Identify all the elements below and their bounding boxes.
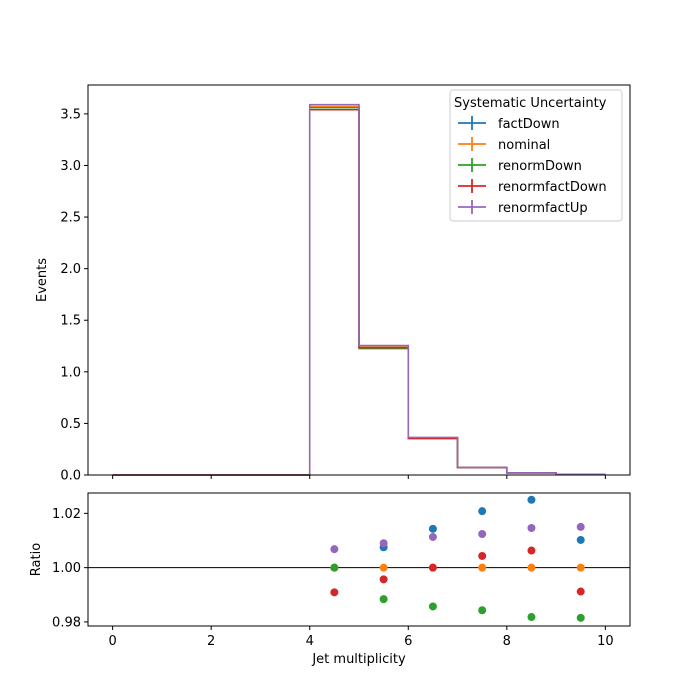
ratio-y-axis: 0.98 1.00 1.02 (52, 507, 88, 630)
ratio-point-nominal (379, 563, 388, 572)
main-y-axis: 0.0 0.5 1.0 1.5 2.0 2.5 3.0 3.5 (60, 107, 88, 484)
ratio-point-factDown (576, 535, 585, 544)
legend: Systematic Uncertainty factDown nominal ren… (449, 89, 623, 222)
ratio-point-renormfactDown (527, 546, 536, 555)
ratio-point-renormDown (428, 602, 437, 611)
ratio-y-axis-label: Ratio (29, 543, 44, 576)
main-y-tick-label: 3.5 (60, 107, 81, 122)
ratio-point-renormDown (330, 563, 339, 572)
ratio-y-tick-label: 0.98 (52, 615, 81, 630)
legend-label-factDown: factDown (498, 117, 560, 132)
ratio-x-tick-label: 4 (306, 634, 314, 649)
main-y-tick-label: 1.5 (60, 314, 81, 329)
ratio-point-renormfactUp (527, 524, 536, 533)
ratio-x-tick-label: 0 (108, 634, 116, 649)
main-plot-frame (87, 84, 631, 476)
x-axis-label: Jet multiplicity (311, 652, 406, 667)
ratio-point-renormDown (527, 613, 536, 622)
ratio-point-renormfactUp (478, 529, 487, 538)
ratio-x-tick-label: 6 (404, 634, 412, 649)
legend-item-factDown: factDown (458, 116, 560, 132)
ratio-y-tick-label: 1.02 (52, 507, 81, 522)
ratio-point-renormfactDown (576, 587, 585, 596)
ratio-y-tick-label: 1.00 (52, 561, 81, 576)
ratio-point-renormDown (379, 595, 388, 604)
legend-label-nominal: nominal (498, 138, 550, 153)
ratio-x-tick-label: 10 (597, 634, 614, 649)
ratio-point-renormfactDown (379, 575, 388, 584)
main-y-tick-label: 0.5 (60, 417, 81, 432)
legend-item-renormfactDown: renormfactDown (458, 179, 607, 195)
ratio-point-nominal (576, 563, 585, 572)
ratio-point-factDown (527, 495, 536, 504)
ratio-point-renormfactUp (576, 522, 585, 531)
legend-label-renormfactUp: renormfactUp (498, 201, 588, 216)
legend-item-renormDown: renormDown (458, 158, 582, 174)
ratio-point-renormfactDown (428, 563, 437, 572)
ratio-point-renormfactDown (330, 588, 339, 597)
ratio-point-factDown (478, 507, 487, 516)
main-y-tick-label: 0.0 (60, 469, 81, 484)
ratio-point-nominal (527, 563, 536, 572)
ratio-point-renormDown (576, 613, 585, 622)
ratio-plot-frame (87, 492, 631, 627)
ratio-point-renormfactDown (478, 551, 487, 560)
legend-label-renormDown: renormDown (498, 159, 582, 174)
legend-label-renormfactDown: renormfactDown (498, 180, 607, 195)
main-y-tick-label: 1.0 (60, 365, 81, 380)
main-panel: 0.0 0.5 1.0 1.5 2.0 2.5 3.0 3.5 Events Systematic… (35, 84, 631, 484)
ratio-x-tick-label: 8 (503, 634, 511, 649)
ratio-point-renormfactUp (379, 539, 388, 548)
legend-box (449, 89, 623, 222)
main-y-axis-label: Events (35, 258, 50, 302)
main-y-tick-label: 3.0 (60, 159, 81, 174)
legend-item-nominal: nominal (458, 137, 550, 153)
legend-title: Systematic Uncertainty (454, 96, 607, 111)
ratio-x-tick-label: 2 (207, 634, 215, 649)
ratio-panel: 0.98 1.00 1.02 0 2 4 6 8 10 Ratio Jet multiplicity (29, 492, 631, 667)
main-y-tick-label: 2.5 (60, 211, 81, 226)
ratio-x-axis: 0 2 4 6 8 10 (108, 626, 614, 649)
ratio-point-renormfactUp (428, 532, 437, 541)
legend-item-renormfactUp: renormfactUp (458, 200, 588, 216)
ratio-point-renormfactUp (330, 545, 339, 554)
ratio-point-nominal (478, 563, 487, 572)
ratio-point-factDown (428, 524, 437, 533)
ratio-plot-area (88, 493, 630, 626)
main-y-tick-label: 2.0 (60, 262, 81, 277)
ratio-point-renormDown (478, 606, 487, 615)
